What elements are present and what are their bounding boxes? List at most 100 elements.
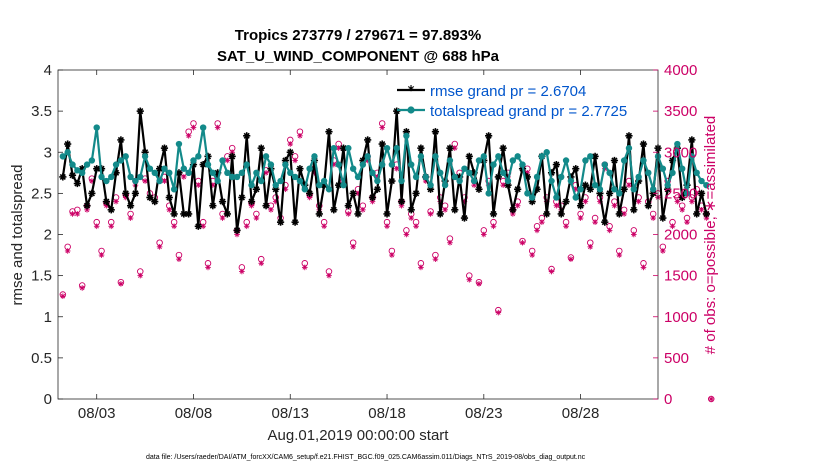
obs-assimilated-point (708, 396, 715, 402)
rmse-point (591, 152, 599, 160)
rmse-point (368, 193, 377, 202)
legend-rmse-label: rmse grand pr = 2.6704 (430, 83, 586, 100)
rmse-point (678, 193, 686, 202)
obs-assimilated-point (297, 133, 303, 139)
rmse-point (489, 210, 498, 218)
totalspread-point (698, 177, 705, 185)
totalspread-point (64, 149, 71, 156)
y-right-tick-label: 2000 (664, 227, 697, 244)
totalspread-point (204, 161, 212, 168)
rmse-point (107, 206, 115, 214)
obs-assimilated-point (185, 133, 192, 139)
obs-assimilated-point (384, 223, 390, 230)
totalspread-point (137, 173, 144, 181)
x-tick-label: 08/03 (78, 405, 116, 422)
totalspread-point (93, 124, 100, 131)
rmse-point (644, 202, 652, 210)
totalspread-point (678, 165, 686, 172)
obs-assimilated-point (418, 264, 424, 271)
obs-assimilated-point (171, 223, 177, 230)
rmse-point (572, 165, 580, 173)
plot-area (58, 70, 658, 399)
rmse-point (349, 189, 357, 197)
obs-assimilated-point (360, 207, 366, 213)
rmse-point (73, 179, 81, 188)
obs-assimilated-point (326, 272, 332, 279)
totalspread-point (78, 169, 86, 177)
totalspread-point (141, 153, 149, 160)
rmse-point (126, 202, 135, 210)
totalspread-point (262, 153, 270, 160)
totalspread-point (282, 161, 289, 168)
totalspread-point (538, 153, 546, 160)
totalspread-point (620, 157, 628, 164)
obs-assimilated-point (466, 276, 473, 283)
x-tick-label: 08/08 (175, 405, 213, 422)
obs-assimilated-point (447, 239, 453, 246)
rmse-point (407, 206, 415, 214)
obs-assimilated-point (195, 182, 202, 188)
totalspread-point (69, 161, 76, 168)
rmse-point (247, 198, 256, 206)
rmse-point (485, 132, 493, 140)
obs-assimilated-point (60, 293, 66, 299)
totalspread-point (630, 186, 638, 193)
totalspread-point (156, 177, 163, 185)
totalspread-point (625, 144, 633, 152)
obs-assimilated-point (268, 207, 274, 213)
chart-title-line1: Tropics 273779 / 279671 = 97.893% (235, 27, 481, 44)
obs-assimilated-point (650, 215, 656, 221)
rmse-point (165, 193, 173, 202)
totalspread-point (335, 161, 342, 168)
obs-assimilated-point (403, 231, 410, 238)
totalspread-point (398, 177, 405, 185)
rmse-point (620, 185, 628, 193)
obs-assimilated-point (258, 260, 265, 267)
rmse-point (625, 132, 633, 140)
totalspread-point (553, 194, 560, 201)
totalspread-point (548, 177, 555, 185)
totalspread-point (112, 161, 120, 168)
rmse-point (156, 165, 164, 173)
totalspread-point (528, 194, 536, 201)
obs-assimilated-point (606, 227, 613, 234)
rmse-point (354, 210, 362, 218)
y-right-tick-label: 3500 (664, 103, 697, 120)
obs-assimilated-point (563, 223, 569, 230)
totalspread-point (98, 173, 105, 181)
totalspread-point (175, 140, 183, 148)
totalspread-point (296, 177, 304, 185)
totalspread-point (417, 153, 425, 160)
obs-assimilated-point (253, 215, 260, 221)
totalspread-point (127, 173, 134, 181)
totalspread-point (567, 177, 575, 185)
y-axis-right-label: # of obs: o=possible; ∗=assimilated (702, 116, 719, 355)
totalspread-point (596, 186, 604, 193)
totalspread-point (558, 173, 565, 181)
totalspread-point (340, 181, 347, 189)
rmse-point (465, 152, 473, 160)
obs-assimilated-point (451, 145, 458, 151)
y-left-tick-label: 2 (44, 227, 52, 244)
totalspread-point (243, 161, 250, 168)
rmse-point (228, 152, 236, 160)
rmse-point (291, 218, 299, 226)
totalspread-point (190, 157, 197, 164)
obs-assimilated-point (631, 231, 637, 238)
rmse-point (514, 185, 522, 193)
rmse-point (610, 156, 619, 165)
rmse-point (131, 189, 140, 197)
rmse-point (257, 144, 265, 152)
rmse-point (659, 214, 667, 222)
rmse-point (557, 210, 565, 218)
obs-assimilated-point (301, 264, 308, 271)
obs-assimilated-point (495, 309, 502, 316)
totalspread-point (475, 157, 483, 164)
totalspread-point (509, 157, 517, 164)
totalspread-point (325, 186, 333, 193)
totalspread-point (504, 177, 512, 185)
rmse-point (460, 214, 469, 222)
obs-assimilated-point (205, 264, 211, 271)
rmse-point (417, 144, 425, 152)
rmse-point (306, 189, 314, 197)
